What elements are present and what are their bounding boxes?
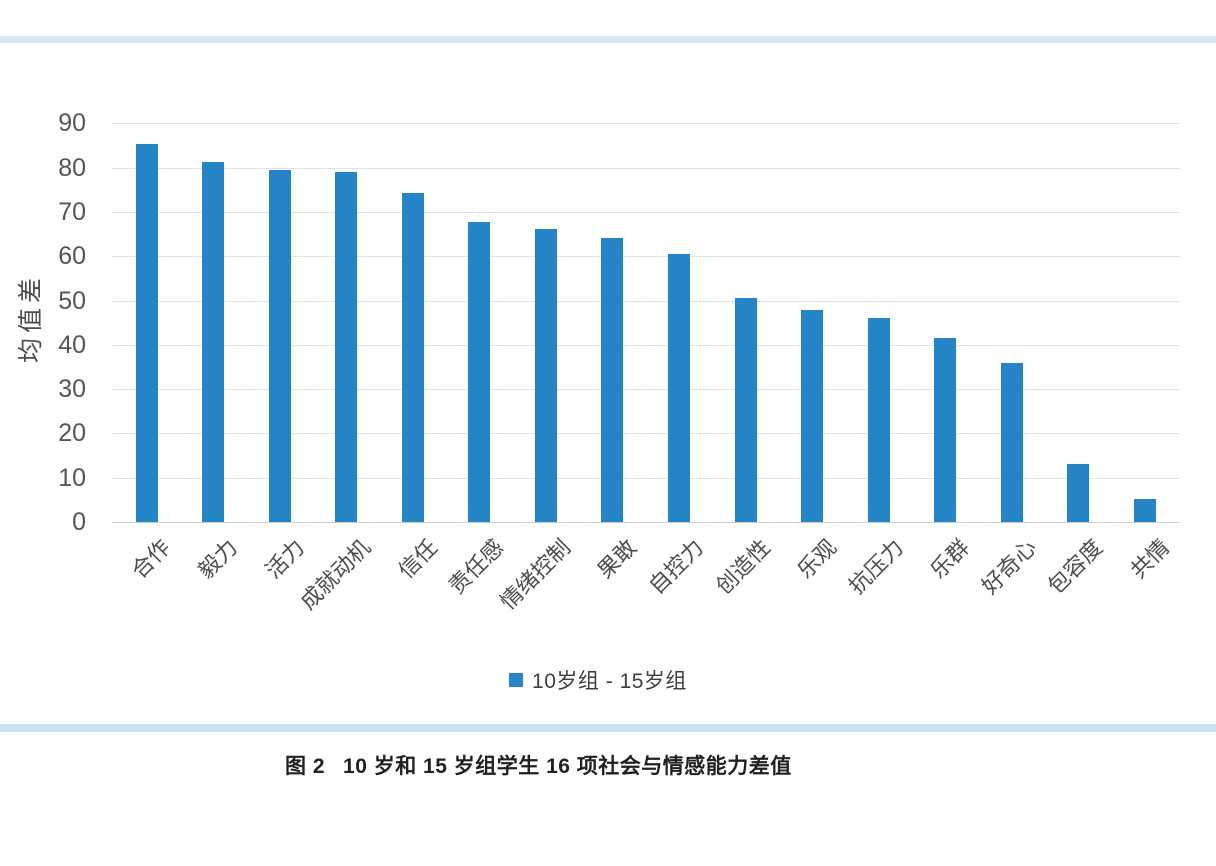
bar-好奇心 (1000, 362, 1023, 522)
gridline (112, 433, 1180, 435)
y-tick-label: 20 (58, 419, 86, 448)
y-tick-label: 30 (58, 375, 86, 404)
bar-抗压力 (867, 318, 890, 522)
gridline (112, 211, 1180, 213)
y-tick-label: 10 (58, 463, 86, 492)
figure-number: 图 2 (285, 755, 326, 778)
y-tick-label: 0 (72, 508, 86, 536)
y-tick-label: 60 (58, 242, 86, 271)
y-tick-label: 70 (58, 197, 86, 226)
y-tick-label: 90 (58, 109, 86, 138)
bar-自控力 (668, 253, 691, 522)
caption-text: 10 岁和 15 岁组学生 16 项社会与情感能力差值 (343, 755, 792, 778)
bar-情绪控制 (534, 228, 557, 522)
category-label: 创造性 (710, 534, 775, 599)
bar-包容度 (1067, 463, 1090, 522)
category-label: 抗压力 (843, 534, 908, 599)
category-label: 活力 (260, 534, 309, 584)
bar-共情 (1134, 499, 1157, 522)
category-label: 乐观 (792, 534, 842, 584)
category-label: 合作 (126, 534, 176, 584)
figure-caption: 图 2 10 岁和 15 岁组学生 16 项社会与情感能力差值 (285, 750, 792, 780)
bar-信任 (401, 193, 424, 522)
gridline (112, 389, 1180, 391)
x-axis-line (112, 522, 1180, 523)
category-label: 乐群 (925, 534, 975, 584)
bar-果敢 (601, 237, 624, 522)
gridline (112, 300, 1180, 302)
category-label: 自控力 (643, 534, 709, 599)
y-tick-label: 50 (58, 286, 86, 315)
top-divider-strip (0, 36, 1216, 43)
gridline (112, 477, 1180, 479)
gridline (112, 123, 1180, 125)
gridline (112, 256, 1180, 258)
bottom-divider-strip (0, 724, 1216, 732)
y-tick-label: 40 (58, 330, 86, 359)
legend-label: 10岁组 - 15岁组 (532, 670, 687, 693)
bar-活力 (268, 169, 291, 522)
category-label: 共情 (1125, 534, 1175, 584)
bar-chart: 均值差 10岁组 - 15岁组 0 10 20 30 40 50 60 70 80 90 合作 毅力活… (0, 44, 1216, 724)
bar-合作 (135, 144, 158, 522)
bar-创造性 (734, 298, 757, 522)
category-label: 信任 (393, 534, 442, 584)
category-label: 成就动机 (295, 534, 376, 615)
category-label: 好奇心 (976, 534, 1042, 599)
category-label: 果敢 (592, 534, 642, 584)
bar-责任感 (468, 221, 491, 522)
category-label: 情绪控制 (495, 534, 576, 615)
chart-legend: 10岁组 - 15岁组 (0, 665, 1206, 695)
bar-乐群 (934, 338, 957, 522)
gridline (112, 344, 1180, 346)
gridline (112, 167, 1180, 169)
category-label: 毅力 (193, 534, 243, 584)
bar-毅力 (202, 161, 225, 522)
y-tick-label: 80 (58, 153, 86, 182)
bar-成就动机 (335, 172, 358, 522)
category-label: 包容度 (1043, 534, 1108, 599)
bar-乐观 (801, 310, 824, 522)
legend-marker (509, 673, 524, 687)
